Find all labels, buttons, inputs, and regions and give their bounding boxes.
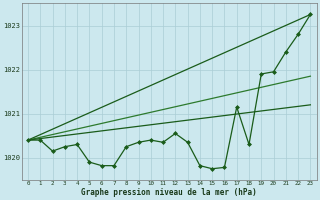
X-axis label: Graphe pression niveau de la mer (hPa): Graphe pression niveau de la mer (hPa) — [81, 188, 257, 197]
